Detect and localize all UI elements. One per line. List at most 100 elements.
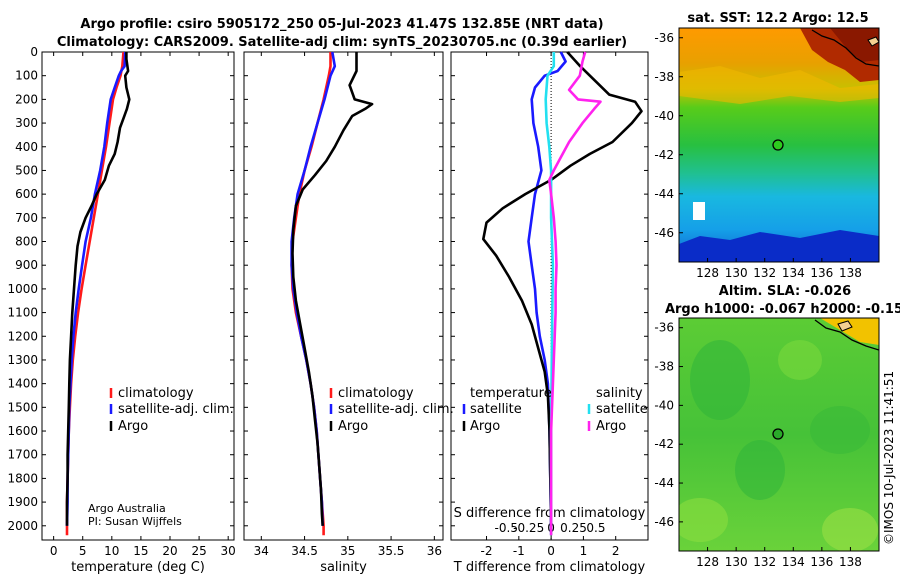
coastline: [814, 319, 879, 351]
legend-label-climatology: climatology: [118, 386, 194, 401]
temperature-panel: 0100200300400500600700800900100011001200…: [7, 45, 235, 575]
x-tick-label: 0: [547, 544, 555, 558]
map-y-tick-label: -44: [654, 187, 674, 201]
series-line: [544, 52, 556, 536]
map-y-tick-label: -36: [654, 321, 674, 335]
sst-float-marker: [772, 139, 784, 151]
sst-cold-patch: [679, 230, 879, 262]
map-x-tick-label: 128: [696, 555, 719, 569]
map-x-tick-label: 138: [839, 266, 862, 280]
top-tick-label: -0.5: [495, 521, 518, 535]
x-tick-label: 34: [254, 544, 269, 558]
legend-label-argo: Argo: [118, 419, 148, 434]
kangaroo-island: [867, 36, 879, 47]
x-tick-label: -2: [481, 544, 493, 558]
x-axis-label: salinity: [320, 560, 367, 575]
y-tick-label: 1100: [7, 306, 38, 320]
sst-map: [679, 28, 879, 262]
legend-label-temp-satellite: satellite: [470, 402, 522, 417]
sla-map-title: Altim. SLA: -0.026: [719, 284, 851, 299]
map-y-tick-label: -44: [654, 476, 674, 490]
x-tick-label: 36: [427, 544, 442, 558]
imos-watermark: ©IMOS 10-Jul-2023 11:41:51: [882, 371, 896, 545]
sst-warm-core: [830, 28, 879, 62]
map-y-tick-label: -42: [654, 437, 674, 451]
map-x-tick-label: 134: [782, 555, 805, 569]
map-x-tick-label: 136: [810, 266, 833, 280]
legend-heading-salinity: salinity: [596, 386, 643, 401]
sla-patch: [778, 340, 822, 380]
x-tick-label: 30: [221, 544, 236, 558]
legend-label-argo: Argo: [338, 419, 368, 434]
sla-map-frame: [678, 317, 880, 552]
y-tick-label: 1800: [7, 471, 38, 485]
map-y-tick-label: -40: [654, 398, 674, 412]
coastline: [811, 29, 879, 67]
top-tick-label: -0.25: [513, 521, 544, 535]
salinity-panel: 34 34.5 35 35.5 36 salinity: [243, 51, 444, 575]
sla-map-subtitle: Argo h1000: -0.067 h2000: -0.15: [665, 302, 900, 317]
credit-pi: PI: Susan Wijffels: [88, 515, 182, 528]
plot-frame: [41, 51, 235, 541]
x-tick-label: 1: [580, 544, 588, 558]
y-tick-label: 600: [15, 187, 38, 201]
series-line: [291, 52, 374, 526]
sla-map-ticks: 128 130 132 134 136 138 -36 -38 -40 -42 -44 -46: [654, 321, 861, 569]
sst-map-title: sat. SST: 12.2 Argo: 12.5: [687, 11, 868, 26]
y-tick-label: 700: [15, 211, 38, 225]
figure-title-line2: Climatology: CARS2009. Satellite-adj cli…: [57, 35, 627, 50]
x-tick-label: 2: [612, 544, 620, 558]
y-tick-label: 1300: [7, 353, 38, 367]
y-tick-label: 800: [15, 235, 38, 249]
y-tick-label: 100: [15, 69, 38, 83]
y-tick-label: 400: [15, 140, 38, 154]
series-line: [547, 51, 602, 536]
x-tick-label: -1: [513, 544, 525, 558]
x-tick-label: 35.5: [378, 544, 405, 558]
map-x-tick-label: 128: [696, 266, 719, 280]
map-x-tick-label: 134: [782, 266, 805, 280]
plot-frame: [243, 51, 444, 541]
y-tick-label: 0: [30, 45, 38, 59]
figure-title-line1: Argo profile: csiro 5905172_250 05-Jul-2…: [80, 17, 603, 32]
map-y-tick-label: -46: [654, 226, 674, 240]
sla-patch: [679, 498, 728, 542]
sst-orange-band: [679, 66, 879, 104]
top-tick-label: 0.25: [560, 521, 587, 535]
sst-land-gap: [693, 202, 705, 220]
map-y-tick-label: -38: [654, 360, 674, 374]
credit-org: Argo Australia: [88, 502, 166, 515]
difference-legend: temperature satellite Argo salinity sate…: [462, 386, 648, 434]
x-tick-label: 35: [340, 544, 355, 558]
map-y-tick-label: -40: [654, 109, 674, 123]
x-axis-label: T difference from climatology: [453, 560, 646, 575]
x-tick-label: 34.5: [291, 544, 318, 558]
map-x-tick-label: 130: [725, 266, 748, 280]
y-tick-label: 1500: [7, 400, 38, 414]
top-tick-label: 0.5: [586, 521, 605, 535]
legend-label-climatology: climatology: [338, 386, 414, 401]
map-x-tick-label: 132: [753, 555, 776, 569]
y-tick-label: 300: [15, 116, 38, 130]
map-x-tick-label: 138: [839, 555, 862, 569]
salinity-legend: climatology satellite-adj. clim. Argo: [329, 386, 454, 434]
series-line: [527, 51, 567, 526]
map-x-tick-label: 136: [810, 555, 833, 569]
legend-label-sal-argo: Argo: [596, 419, 626, 434]
x-tick-label: 0: [50, 544, 58, 558]
map-y-tick-label: -36: [654, 31, 674, 45]
y-tick-label: 1600: [7, 424, 38, 438]
sla-patch: [810, 406, 870, 454]
legend-heading-temperature: temperature: [470, 386, 552, 401]
map-y-tick-label: -46: [654, 515, 674, 529]
y-tick-label: 1700: [7, 448, 38, 462]
y-tick-label: 2000: [7, 519, 38, 533]
x-tick-label: 15: [133, 544, 148, 558]
legend-label-sal-satellite: satellite: [596, 402, 648, 417]
sla-patch: [735, 440, 785, 500]
y-tick-label: 1400: [7, 377, 38, 391]
sla-float-marker: [772, 428, 784, 440]
legend-label-satellite: satellite-adj. clim.: [118, 402, 234, 417]
